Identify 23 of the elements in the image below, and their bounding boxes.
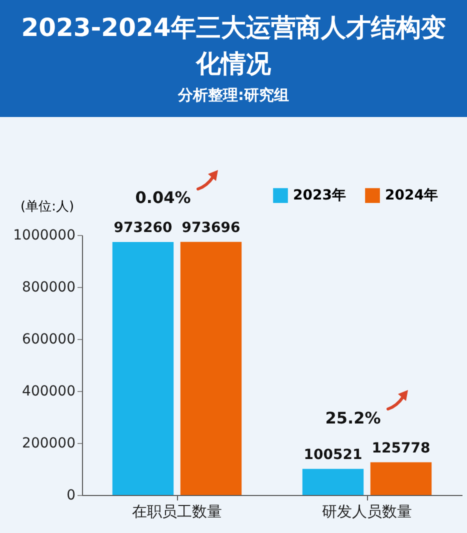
bar xyxy=(370,462,432,495)
y-tick-label: 600000 xyxy=(22,332,76,348)
chart-title: 2023-2024年三大运营商人才结构变化情况 xyxy=(20,12,447,80)
data-label: 973696 xyxy=(182,220,240,236)
bar xyxy=(180,242,242,495)
legend-label: 2024年 xyxy=(385,188,438,204)
data-label: 973260 xyxy=(114,220,172,236)
bar xyxy=(302,468,364,495)
y-tick-label: 200000 xyxy=(22,436,76,452)
x-tick-label: 在职员工数量 xyxy=(132,502,222,520)
data-label: 100521 xyxy=(304,446,362,463)
y-tick-label: 0 xyxy=(66,488,76,504)
legend-label: 2023年 xyxy=(293,188,346,204)
y-tick-label: 800000 xyxy=(22,280,76,296)
x-tick-label: 研发人员数量 xyxy=(322,502,412,520)
data-label: 125778 xyxy=(372,440,430,456)
y-tick-label: 1000000 xyxy=(13,228,76,244)
chart-subtitle: 分析整理:研究组 xyxy=(176,86,290,105)
annotation: 25.2% xyxy=(325,408,381,428)
text: 0.04% xyxy=(135,188,191,207)
bar xyxy=(112,242,174,495)
y-tick-label: 400000 xyxy=(22,384,76,400)
y-axis-title: (单位:人) xyxy=(20,200,74,214)
